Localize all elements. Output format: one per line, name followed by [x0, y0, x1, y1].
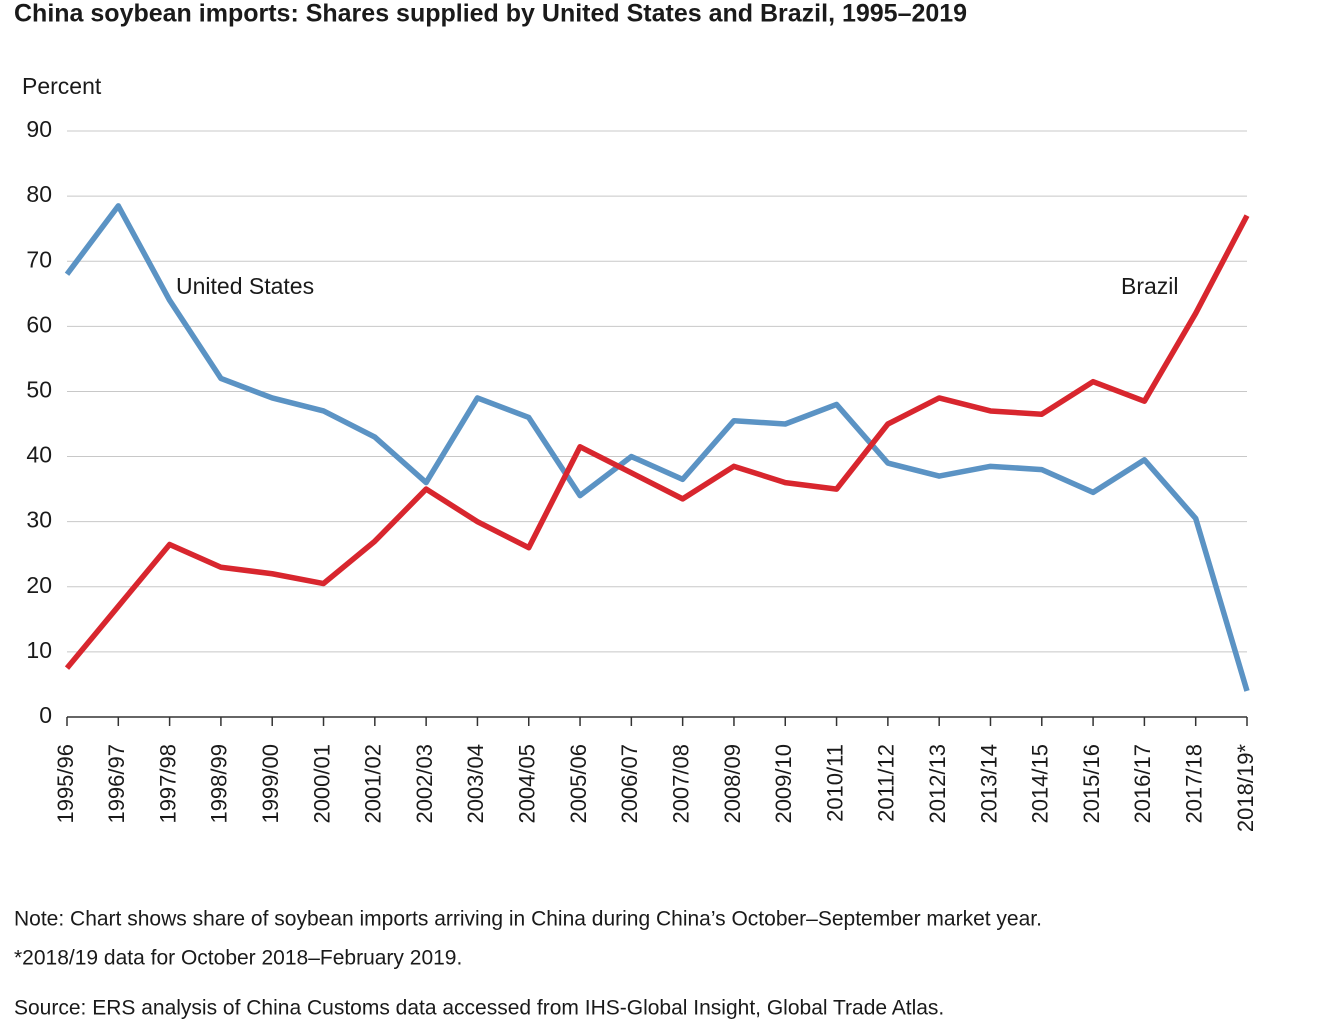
x-tick-label: 2006/07: [617, 744, 642, 824]
y-tick-label: 70: [26, 246, 52, 272]
x-tick-label: 2016/17: [1130, 744, 1155, 824]
y-tick-label: 90: [26, 116, 52, 142]
x-tick-label: 2013/14: [976, 744, 1001, 824]
y-tick-label: 80: [26, 181, 52, 207]
note: *2018/19 data for October 2018–February …: [14, 947, 462, 970]
x-tick-label: 2018/19*: [1233, 744, 1258, 833]
source: Source: ERS analysis of China Customs da…: [14, 997, 944, 1020]
y-tick-label: 60: [26, 311, 52, 337]
y-tick-label: 10: [26, 637, 52, 663]
x-tick-label: 2010/11: [822, 744, 847, 822]
x-tick-label: 2014/15: [1028, 744, 1053, 824]
x-tick-label: 2005/06: [566, 744, 591, 824]
y-tick-label: 30: [26, 507, 52, 533]
y-tick-label: 40: [26, 442, 52, 468]
y-axis-label: Percent: [22, 73, 102, 99]
x-tick-label: 1998/99: [207, 744, 232, 824]
x-tick-label: 1996/97: [104, 744, 129, 824]
x-tick-label: 2000/01: [309, 744, 334, 824]
x-tick-label: 2007/08: [668, 744, 693, 824]
x-tick-label: 2011/12: [874, 744, 899, 822]
x-tick-label: 2001/02: [361, 744, 386, 824]
x-tick-label: 2004/05: [515, 744, 540, 824]
x-tick-label: 2012/13: [925, 744, 950, 824]
x-tick-label: 2017/18: [1182, 744, 1207, 824]
x-tick-label: 2008/09: [720, 744, 745, 824]
x-tick-label: 2003/04: [463, 744, 488, 824]
x-tick-label: 2002/03: [412, 744, 437, 824]
y-tick-label: 50: [26, 377, 52, 403]
series-line: [64, 214, 1250, 670]
y-tick-label: 20: [26, 572, 52, 598]
y-tick-label: 0: [39, 702, 52, 728]
series-label: United States: [176, 273, 314, 299]
x-tick-label: 1995/96: [53, 744, 78, 824]
x-tick-label: 1999/00: [258, 744, 283, 824]
chart-title: China soybean imports: Shares supplied b…: [14, 0, 967, 28]
series-line: [64, 203, 1250, 692]
series-label: Brazil: [1121, 273, 1179, 299]
x-tick-label: 1997/98: [155, 744, 180, 824]
note: Note: Chart shows share of soybean impor…: [14, 908, 1042, 931]
x-tick-label: 2015/16: [1079, 744, 1104, 824]
x-tick-label: 2009/10: [771, 744, 796, 824]
